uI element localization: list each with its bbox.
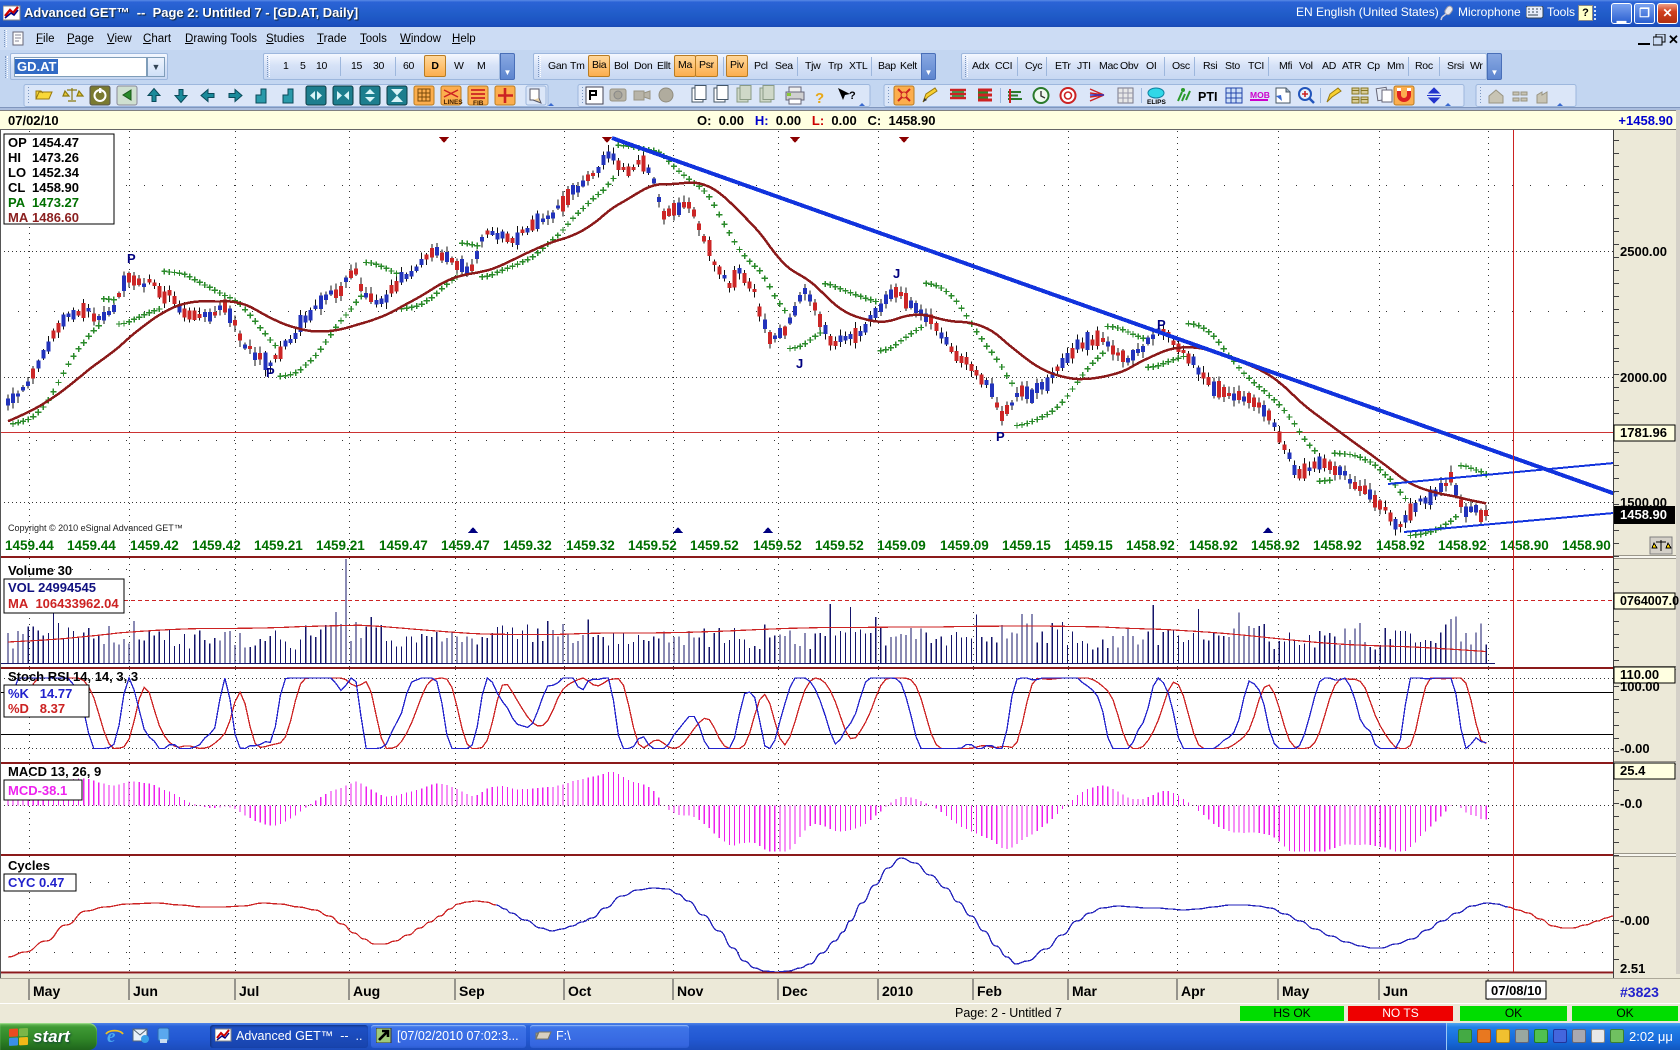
svg-text:Aug: Aug	[353, 983, 380, 999]
svg-text:100.00: 100.00	[1620, 679, 1660, 694]
svg-text:LINES: LINES	[444, 99, 464, 106]
svg-text:CYC 0.47: CYC 0.47	[8, 875, 64, 890]
svg-text:%K 14.77: %K 14.77	[8, 686, 72, 701]
svg-text:+1458.90: +1458.90	[1618, 113, 1673, 128]
svg-text:Sep: Sep	[459, 983, 485, 999]
svg-text:1458.90: 1458.90	[1500, 538, 1549, 553]
svg-text:1459.32: 1459.32	[566, 538, 615, 553]
svg-text:1454.47: 1454.47	[32, 135, 79, 150]
svg-text:Jul: Jul	[239, 983, 259, 999]
svg-text:1459.09: 1459.09	[877, 538, 926, 553]
svg-text:1458.90: 1458.90	[1562, 538, 1611, 553]
svg-text:HI: HI	[8, 150, 21, 165]
svg-text:Feb: Feb	[977, 983, 1002, 999]
svg-text:1459.21: 1459.21	[316, 538, 365, 553]
svg-text:ELIPS: ELIPS	[1147, 99, 1166, 106]
svg-text:Cycles: Cycles	[8, 858, 50, 873]
svg-text:1459.44: 1459.44	[67, 538, 116, 553]
svg-text:Volume 30: Volume 30	[8, 563, 72, 578]
svg-text:2000.00: 2000.00	[1620, 370, 1667, 385]
svg-text:1459.47: 1459.47	[441, 538, 490, 553]
svg-text:1452.34: 1452.34	[32, 165, 80, 180]
svg-text:1458.92: 1458.92	[1251, 538, 1300, 553]
svg-text:MOB: MOB	[1250, 90, 1270, 100]
svg-text:Nov: Nov	[677, 983, 704, 999]
svg-text:MCD-38.1: MCD-38.1	[8, 783, 67, 798]
svg-text:1458.92: 1458.92	[1189, 538, 1238, 553]
svg-text:MACD 13, 26, 9: MACD 13, 26, 9	[8, 764, 101, 779]
svg-text:?: ?	[849, 90, 856, 102]
svg-text:07/02/10: 07/02/10	[8, 113, 59, 128]
svg-text:LO: LO	[8, 165, 26, 180]
svg-text:MA: MA	[8, 210, 29, 225]
svg-text:P: P	[127, 251, 136, 266]
svg-text:O: 0.00 H: 0.00 L: 0.00: O: 0.00 H: 0.00 L: 0.00 C: 1458.90	[697, 113, 935, 128]
svg-text:1459.15: 1459.15	[1002, 538, 1051, 553]
svg-text:J: J	[796, 356, 803, 371]
svg-text:Apr: Apr	[1181, 983, 1206, 999]
svg-text:VOL 24994545: VOL 24994545	[8, 580, 96, 595]
svg-text:25.4: 25.4	[1620, 763, 1646, 778]
svg-text:1459.09: 1459.09	[940, 538, 989, 553]
svg-text:110.00: 110.00	[1620, 667, 1659, 682]
svg-text:P: P	[996, 429, 1005, 444]
svg-text:FIB: FIB	[473, 100, 484, 107]
svg-text:1459.42: 1459.42	[130, 538, 179, 553]
svg-text:1459.52: 1459.52	[690, 538, 739, 553]
svg-text:-0.0: -0.0	[1620, 796, 1642, 811]
svg-text:2010: 2010	[882, 983, 913, 999]
svg-text:1458.92: 1458.92	[1313, 538, 1362, 553]
svg-text:1459.32: 1459.32	[503, 538, 552, 553]
svg-text:J: J	[893, 266, 900, 281]
svg-text:-0.00: -0.00	[1620, 741, 1650, 756]
svg-text:-0.00: -0.00	[1620, 913, 1650, 928]
svg-text:1459.15: 1459.15	[1064, 538, 1113, 553]
svg-text:0764007.0: 0764007.0	[1620, 594, 1679, 608]
svg-text:#3823: #3823	[1620, 984, 1659, 1000]
svg-text:2500.00: 2500.00	[1620, 244, 1667, 259]
svg-text:07/08/10: 07/08/10	[1491, 983, 1542, 998]
svg-text:2.51: 2.51	[1620, 961, 1645, 976]
svg-text:1458.92: 1458.92	[1438, 538, 1487, 553]
svg-text:1458.90: 1458.90	[32, 180, 79, 195]
svg-text:P: P	[1157, 317, 1166, 332]
svg-text:CL: CL	[8, 180, 25, 195]
svg-text:1459.52: 1459.52	[628, 538, 677, 553]
svg-text:1459.52: 1459.52	[815, 538, 864, 553]
svg-text:1473.27: 1473.27	[32, 195, 79, 210]
svg-text:1459.21: 1459.21	[254, 538, 303, 553]
svg-text:1459.44: 1459.44	[5, 538, 54, 553]
svg-text:P: P	[266, 365, 275, 380]
svg-text:e: e	[107, 1026, 116, 1046]
svg-text:?: ?	[815, 90, 824, 107]
svg-text:Jun: Jun	[133, 983, 158, 999]
svg-text:1781.96: 1781.96	[1620, 425, 1667, 440]
svg-text:1473.26: 1473.26	[32, 150, 79, 165]
svg-text:Stoch RSI 14, 14, 3, 3: Stoch RSI 14, 14, 3, 3	[8, 669, 138, 684]
svg-text:1486.60: 1486.60	[32, 210, 79, 225]
svg-text:May: May	[1282, 983, 1309, 999]
svg-text:1459.52: 1459.52	[753, 538, 802, 553]
svg-text:1459.47: 1459.47	[379, 538, 428, 553]
svg-text:Oct: Oct	[568, 983, 592, 999]
svg-text:PA: PA	[8, 195, 26, 210]
svg-text:Dec: Dec	[782, 983, 808, 999]
svg-text:OP: OP	[8, 135, 27, 150]
svg-text:PTI: PTI	[1198, 90, 1217, 104]
svg-text:1459.42: 1459.42	[192, 538, 241, 553]
svg-text:%D 8.37: %D 8.37	[8, 701, 65, 716]
svg-text:Jun: Jun	[1383, 983, 1408, 999]
svg-text:May: May	[33, 983, 60, 999]
svg-text:MA 106433962.04: MA 106433962.04	[8, 596, 119, 611]
svg-text:1458.90: 1458.90	[1620, 507, 1667, 522]
svg-text:1458.92: 1458.92	[1376, 538, 1425, 553]
svg-text:1458.92: 1458.92	[1126, 538, 1175, 553]
svg-text:Copyright © 2010 eSignal Advan: Copyright © 2010 eSignal Advanced GET™	[8, 523, 183, 533]
svg-text:Mar: Mar	[1072, 983, 1097, 999]
